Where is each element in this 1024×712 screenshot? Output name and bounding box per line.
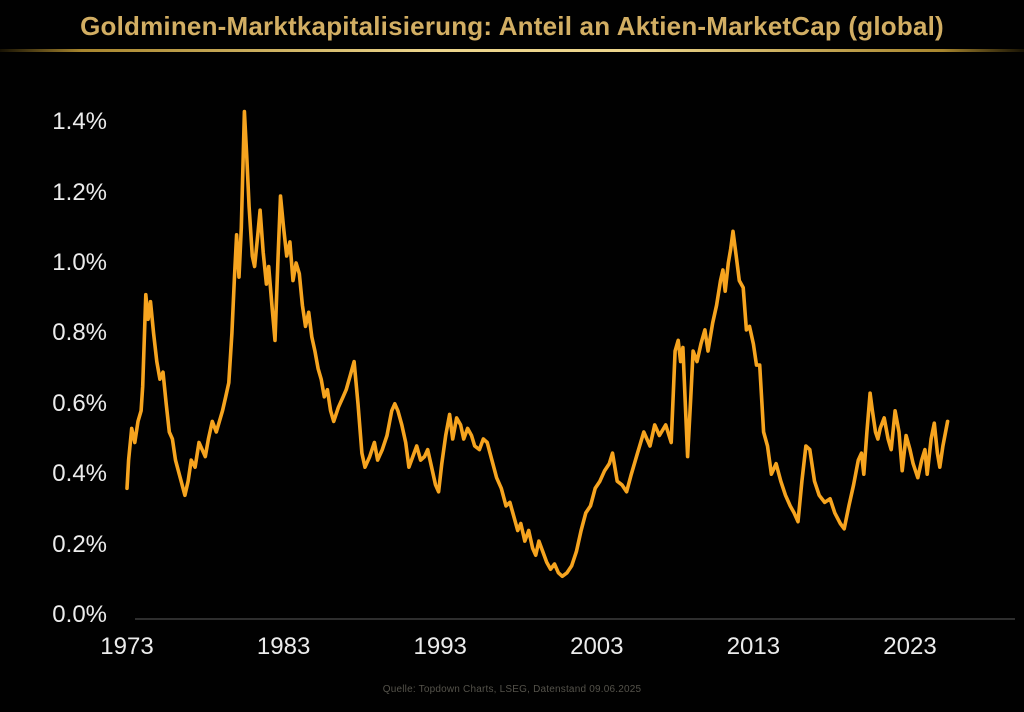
x-tick-label: 2013	[726, 633, 781, 660]
x-axis-labels: 1973 1983 1993 2003 2013 2023	[0, 632, 1024, 666]
page-title: Goldminen-Marktkapitalisierung: Anteil a…	[80, 11, 944, 41]
x-tick-label: 2003	[570, 633, 624, 660]
x-tick-label: 1973	[100, 633, 154, 660]
title-divider	[0, 49, 1024, 52]
y-tick-label: 0.6%	[52, 389, 107, 417]
source-note: Quelle: Topdown Charts, LSEG, Datenstand…	[382, 684, 642, 695]
y-tick-label: 1.4%	[52, 108, 107, 136]
y-axis-labels: 0.0% 0.2% 0.4% 0.6% 0.8% 1.0% 1.2% 1.4%	[0, 0, 107, 712]
y-tick-label: 0.0%	[52, 601, 107, 628]
y-tick-label: 0.2%	[52, 530, 107, 558]
y-tick-label: 1.2%	[52, 178, 107, 206]
x-tick-label: 1983	[256, 633, 311, 660]
y-tick-label: 0.4%	[52, 460, 107, 488]
goldminers-share-line	[125, 109, 950, 579]
x-axis-baseline	[135, 618, 1015, 620]
x-tick-label: 2023	[883, 633, 937, 660]
y-tick-label: 1.0%	[52, 249, 107, 276]
y-tick-label: 0.8%	[52, 319, 107, 347]
x-tick-label: 1993	[413, 633, 467, 660]
